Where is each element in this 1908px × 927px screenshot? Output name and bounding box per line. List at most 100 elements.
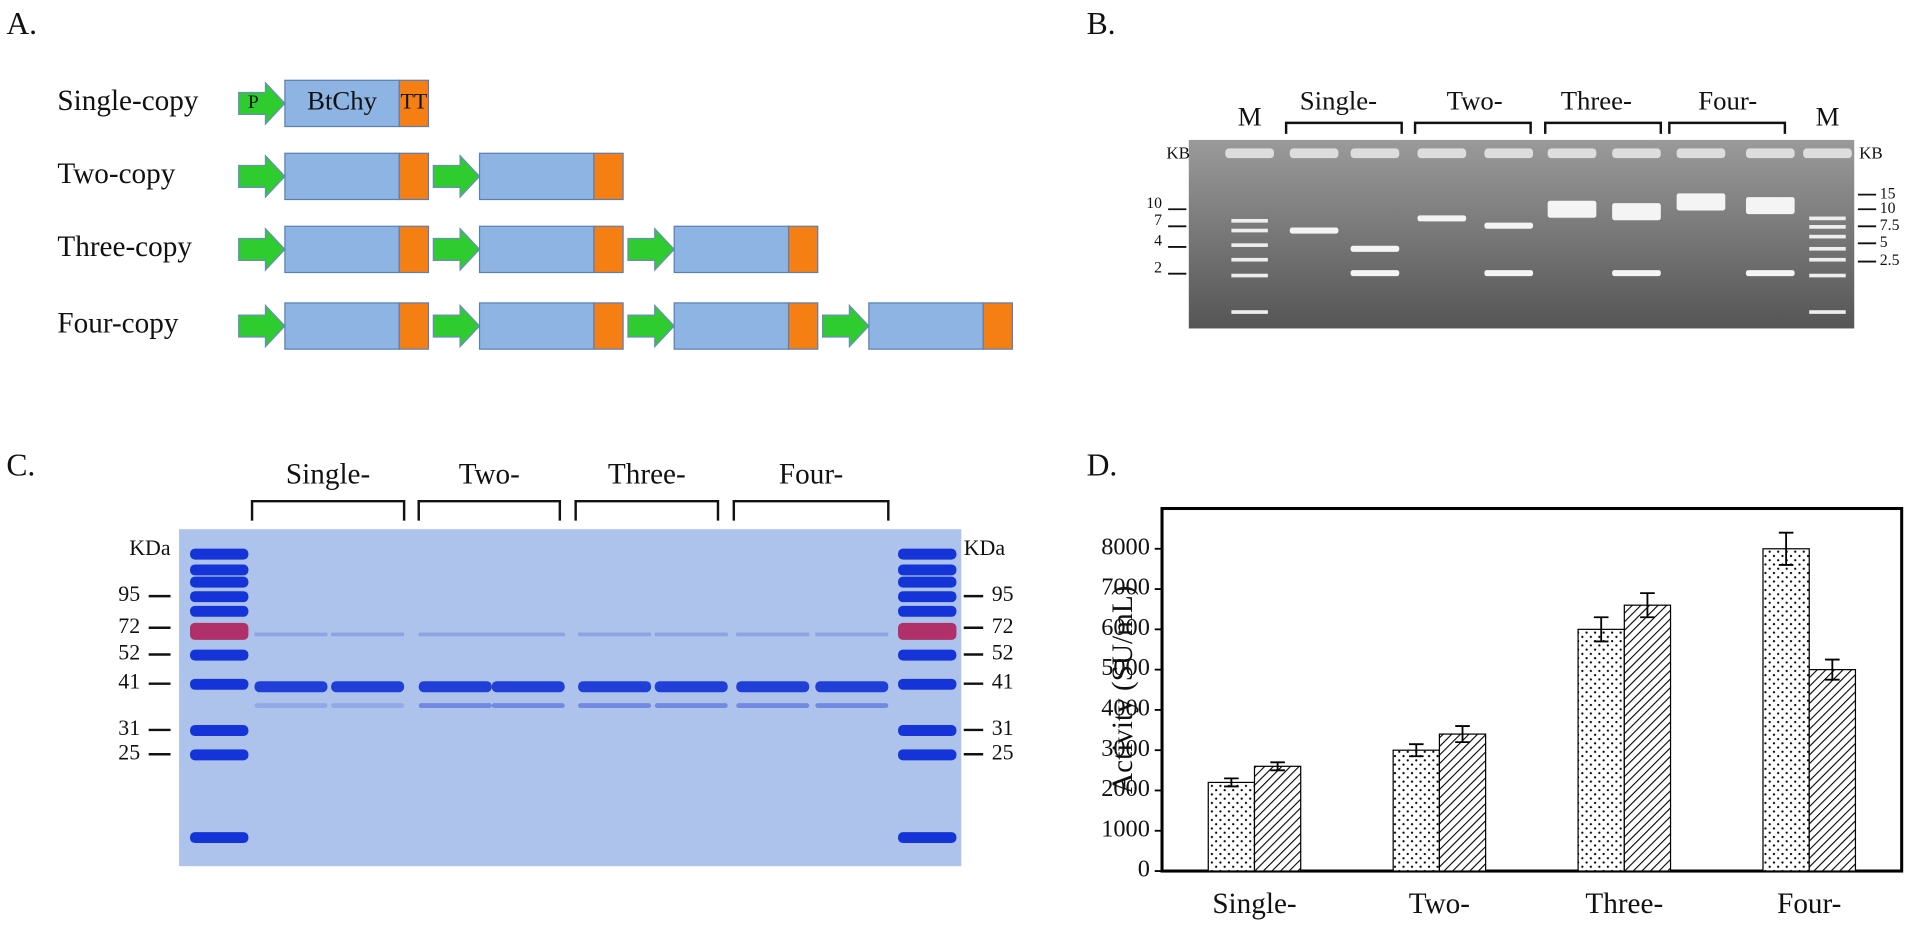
protein-band bbox=[736, 632, 810, 637]
terminator-box bbox=[787, 225, 819, 274]
dna-band bbox=[1417, 215, 1467, 222]
error-bar bbox=[1270, 761, 1285, 772]
marker-label: 10 bbox=[1146, 195, 1162, 212]
marker-label: 52 bbox=[118, 640, 140, 665]
bar bbox=[1438, 733, 1487, 872]
ladder-band bbox=[1231, 218, 1268, 223]
error-bar bbox=[1778, 531, 1794, 566]
marker-label: 5 bbox=[1880, 234, 1888, 251]
lane-bracket bbox=[1284, 121, 1403, 134]
dna-band bbox=[1745, 270, 1795, 277]
terminator-box bbox=[398, 225, 430, 274]
dna-band bbox=[1289, 227, 1339, 234]
ladder-band bbox=[190, 749, 249, 761]
ladder-band bbox=[190, 548, 249, 560]
ladder-band bbox=[1809, 234, 1846, 239]
marker-label: 10 bbox=[1880, 200, 1896, 217]
marker-label: 7 bbox=[1154, 212, 1162, 229]
terminator-box bbox=[593, 152, 624, 201]
ladder-band bbox=[190, 678, 249, 690]
protein-band bbox=[254, 632, 328, 637]
dna-band bbox=[1484, 222, 1534, 229]
marker-label: 25 bbox=[992, 739, 1014, 764]
lane-label: Single- bbox=[286, 459, 370, 491]
promoter-arrow bbox=[238, 154, 286, 199]
protein-gel bbox=[179, 529, 962, 867]
unit-label: KDa bbox=[964, 535, 1006, 560]
protein-band bbox=[815, 681, 889, 693]
lane-label: M bbox=[1816, 101, 1840, 131]
ladder-band bbox=[898, 605, 957, 617]
ladder-band bbox=[190, 576, 249, 588]
terminator-box bbox=[398, 79, 430, 128]
gene-box bbox=[284, 79, 400, 128]
marker-label: 7.5 bbox=[1880, 217, 1900, 234]
protein-band bbox=[331, 632, 405, 637]
ladder-band bbox=[898, 725, 957, 737]
gene-box bbox=[478, 225, 595, 274]
promoter-arrow bbox=[238, 303, 286, 349]
promoter-arrow bbox=[432, 303, 481, 349]
gene-box bbox=[284, 225, 400, 274]
promoter-arrow bbox=[238, 227, 286, 272]
unit-label: KDa bbox=[129, 535, 171, 560]
bar bbox=[1623, 604, 1672, 872]
ladder-band bbox=[1231, 310, 1268, 314]
marker-label: 25 bbox=[118, 739, 140, 764]
terminator-box bbox=[787, 302, 819, 350]
gel-well bbox=[1417, 148, 1467, 159]
ladder-band bbox=[190, 725, 249, 737]
y-tick-label: 0 bbox=[1138, 856, 1150, 883]
protein-band bbox=[418, 632, 492, 637]
marker-label: 95 bbox=[992, 581, 1014, 606]
terminator-box bbox=[398, 302, 430, 350]
promoter-arrow bbox=[238, 81, 286, 126]
gene-label: BtChy bbox=[307, 86, 377, 116]
unit-label: KB bbox=[1859, 143, 1883, 162]
gene-box bbox=[284, 302, 400, 350]
promoter-arrow bbox=[627, 227, 676, 272]
protein-band bbox=[815, 703, 889, 709]
marker-label: 15 bbox=[1880, 185, 1896, 202]
bar bbox=[1577, 628, 1625, 872]
protein-band bbox=[331, 681, 405, 693]
lane-bracket bbox=[1413, 121, 1532, 134]
panel-label: C. bbox=[6, 448, 35, 483]
lane-label: Four- bbox=[779, 459, 843, 491]
ladder-band bbox=[898, 576, 957, 588]
ladder-band bbox=[190, 591, 249, 603]
gel-well bbox=[1745, 148, 1795, 159]
protein-band bbox=[654, 703, 728, 709]
terminator-label: TT bbox=[400, 88, 427, 113]
marker-label: 2 bbox=[1154, 259, 1162, 276]
protein-band bbox=[254, 681, 328, 693]
gene-box bbox=[868, 302, 984, 350]
terminator-box bbox=[593, 302, 624, 350]
plot-frame bbox=[1160, 506, 1904, 873]
dna-band bbox=[1547, 200, 1597, 218]
promoter-label: P bbox=[248, 92, 259, 113]
construct-label: Single-copy bbox=[57, 85, 198, 117]
ladder-band bbox=[898, 678, 957, 690]
lane-bracket bbox=[250, 499, 406, 521]
ladder-band bbox=[1231, 257, 1268, 262]
gene-box bbox=[478, 152, 595, 201]
lane-bracket bbox=[417, 499, 562, 521]
ladder-band bbox=[1809, 216, 1846, 221]
ladder-band bbox=[190, 605, 249, 617]
construct-label: Two-copy bbox=[57, 158, 175, 190]
marker-label: 95 bbox=[118, 581, 140, 606]
error-bar bbox=[1640, 592, 1655, 619]
bar bbox=[1808, 669, 1857, 872]
dna-gel bbox=[1188, 139, 1855, 329]
protein-band bbox=[578, 632, 652, 637]
lane-label: Three- bbox=[1561, 86, 1632, 116]
ladder-band bbox=[190, 622, 249, 640]
error-bar bbox=[1455, 725, 1470, 744]
error-bar bbox=[1408, 743, 1424, 758]
gene-box bbox=[478, 302, 595, 350]
error-bar bbox=[1224, 777, 1239, 788]
marker-label: 72 bbox=[992, 613, 1014, 638]
lane-label: Three- bbox=[608, 459, 686, 491]
gel-well bbox=[1225, 148, 1274, 159]
